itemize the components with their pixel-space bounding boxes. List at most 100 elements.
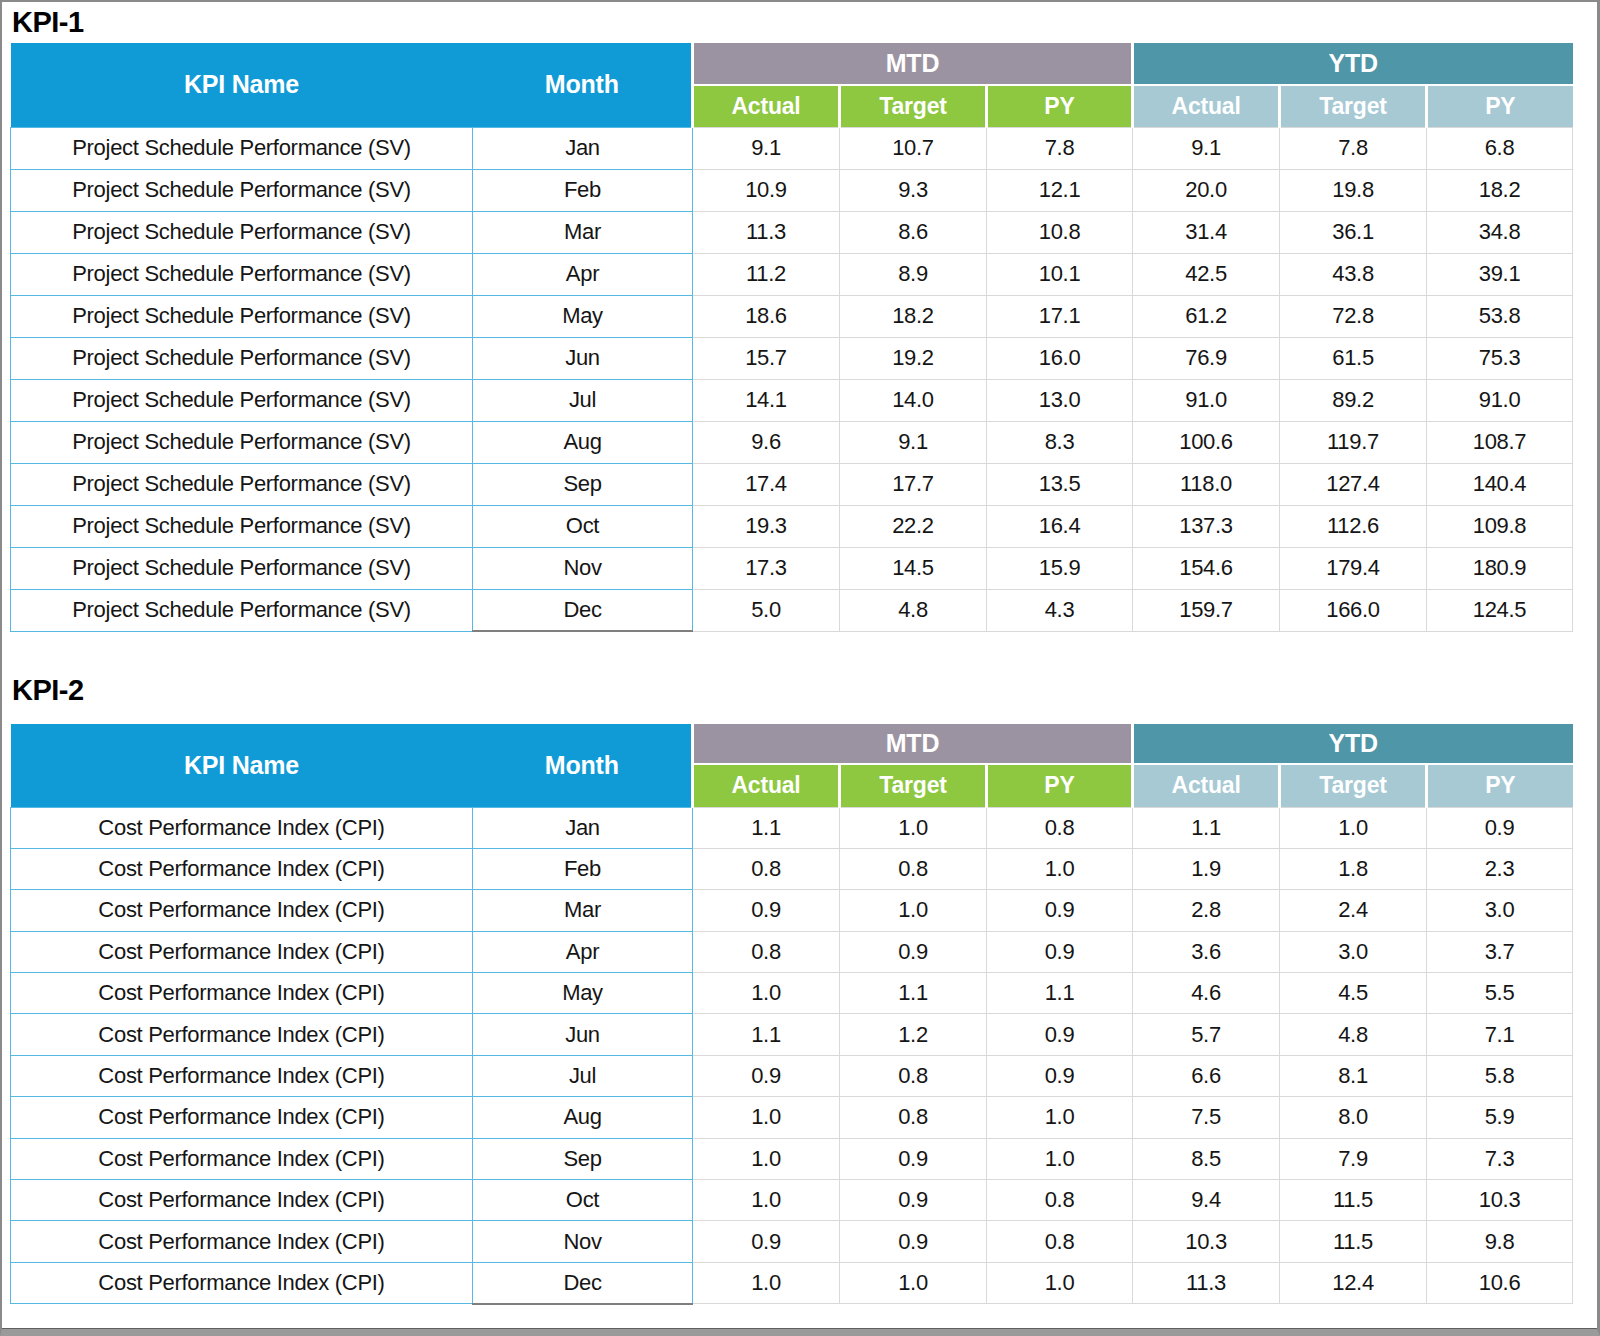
value-cell[interactable]: 10.3 <box>1427 1180 1573 1221</box>
value-cell[interactable]: 0.8 <box>840 1055 987 1096</box>
kpi-name-cell[interactable]: Cost Performance Index (CPI) <box>11 973 473 1014</box>
value-cell[interactable]: 0.8 <box>987 1221 1133 1262</box>
value-cell[interactable]: 36.1 <box>1280 211 1427 253</box>
value-cell[interactable]: 19.3 <box>693 505 840 547</box>
month-cell[interactable]: Jun <box>473 1014 693 1055</box>
month-cell[interactable]: May <box>473 973 693 1014</box>
month-cell[interactable]: Nov <box>473 1221 693 1262</box>
month-cell[interactable]: Oct <box>473 505 693 547</box>
value-cell[interactable]: 11.3 <box>693 211 840 253</box>
value-cell[interactable]: 0.9 <box>840 1180 987 1221</box>
month-cell[interactable]: Dec <box>473 1262 693 1303</box>
value-cell[interactable]: 10.6 <box>1427 1262 1573 1303</box>
value-cell[interactable]: 0.8 <box>987 1180 1133 1221</box>
value-cell[interactable]: 17.3 <box>693 547 840 589</box>
ytd-py-header[interactable]: PY <box>1427 764 1573 807</box>
month-header[interactable]: Month <box>473 43 693 127</box>
value-cell[interactable]: 8.6 <box>840 211 987 253</box>
value-cell[interactable]: 1.1 <box>987 973 1133 1014</box>
kpi-name-header[interactable]: KPI Name <box>11 43 473 127</box>
value-cell[interactable]: 0.8 <box>840 1097 987 1138</box>
value-cell[interactable]: 7.5 <box>1133 1097 1280 1138</box>
value-cell[interactable]: 112.6 <box>1280 505 1427 547</box>
value-cell[interactable]: 9.8 <box>1427 1221 1573 1262</box>
value-cell[interactable]: 1.9 <box>1133 848 1280 889</box>
value-cell[interactable]: 2.3 <box>1427 848 1573 889</box>
value-cell[interactable]: 17.4 <box>693 463 840 505</box>
mtd-target-header[interactable]: Target <box>840 85 987 127</box>
mtd-group-header[interactable]: MTD <box>693 43 1133 85</box>
value-cell[interactable]: 61.2 <box>1133 295 1280 337</box>
value-cell[interactable]: 0.9 <box>693 890 840 931</box>
value-cell[interactable]: 5.5 <box>1427 973 1573 1014</box>
value-cell[interactable]: 9.6 <box>693 421 840 463</box>
mtd-group-header[interactable]: MTD <box>693 724 1133 764</box>
kpi-name-cell[interactable]: Cost Performance Index (CPI) <box>11 1097 473 1138</box>
value-cell[interactable]: 0.9 <box>840 931 987 972</box>
value-cell[interactable]: 12.4 <box>1280 1262 1427 1303</box>
value-cell[interactable]: 7.1 <box>1427 1014 1573 1055</box>
value-cell[interactable]: 137.3 <box>1133 505 1280 547</box>
value-cell[interactable]: 8.5 <box>1133 1138 1280 1179</box>
value-cell[interactable]: 31.4 <box>1133 211 1280 253</box>
value-cell[interactable]: 91.0 <box>1427 379 1573 421</box>
value-cell[interactable]: 14.5 <box>840 547 987 589</box>
kpi-name-cell[interactable]: Cost Performance Index (CPI) <box>11 1262 473 1303</box>
month-cell[interactable]: Mar <box>473 890 693 931</box>
kpi-name-cell[interactable]: Cost Performance Index (CPI) <box>11 890 473 931</box>
value-cell[interactable]: 154.6 <box>1133 547 1280 589</box>
value-cell[interactable]: 16.0 <box>987 337 1133 379</box>
value-cell[interactable]: 0.8 <box>693 931 840 972</box>
month-cell[interactable]: Jan <box>473 807 693 848</box>
value-cell[interactable]: 0.9 <box>987 890 1133 931</box>
value-cell[interactable]: 10.9 <box>693 169 840 211</box>
value-cell[interactable]: 100.6 <box>1133 421 1280 463</box>
kpi-name-cell[interactable]: Cost Performance Index (CPI) <box>11 1014 473 1055</box>
ytd-group-header[interactable]: YTD <box>1133 724 1573 764</box>
value-cell[interactable]: 20.0 <box>1133 169 1280 211</box>
value-cell[interactable]: 1.0 <box>840 807 987 848</box>
value-cell[interactable]: 91.0 <box>1133 379 1280 421</box>
value-cell[interactable]: 10.8 <box>987 211 1133 253</box>
kpi-name-cell[interactable]: Project Schedule Performance (SV) <box>11 295 473 337</box>
value-cell[interactable]: 39.1 <box>1427 253 1573 295</box>
value-cell[interactable]: 42.5 <box>1133 253 1280 295</box>
kpi-name-cell[interactable]: Project Schedule Performance (SV) <box>11 505 473 547</box>
value-cell[interactable]: 10.3 <box>1133 1221 1280 1262</box>
value-cell[interactable]: 3.0 <box>1280 931 1427 972</box>
kpi-name-cell[interactable]: Project Schedule Performance (SV) <box>11 421 473 463</box>
value-cell[interactable]: 4.6 <box>1133 973 1280 1014</box>
value-cell[interactable]: 0.8 <box>693 848 840 889</box>
value-cell[interactable]: 9.4 <box>1133 1180 1280 1221</box>
value-cell[interactable]: 12.1 <box>987 169 1133 211</box>
mtd-actual-header[interactable]: Actual <box>693 85 840 127</box>
value-cell[interactable]: 179.4 <box>1280 547 1427 589</box>
month-cell[interactable]: Mar <box>473 211 693 253</box>
kpi-name-cell[interactable]: Cost Performance Index (CPI) <box>11 848 473 889</box>
kpi-name-cell[interactable]: Project Schedule Performance (SV) <box>11 547 473 589</box>
value-cell[interactable]: 22.2 <box>840 505 987 547</box>
value-cell[interactable]: 0.8 <box>987 807 1133 848</box>
kpi-name-header[interactable]: KPI Name <box>11 724 473 807</box>
value-cell[interactable]: 13.5 <box>987 463 1133 505</box>
value-cell[interactable]: 15.9 <box>987 547 1133 589</box>
value-cell[interactable]: 0.8 <box>840 848 987 889</box>
value-cell[interactable]: 15.7 <box>693 337 840 379</box>
value-cell[interactable]: 1.0 <box>840 1262 987 1303</box>
value-cell[interactable]: 6.8 <box>1427 127 1573 169</box>
value-cell[interactable]: 1.1 <box>1133 807 1280 848</box>
kpi-name-cell[interactable]: Cost Performance Index (CPI) <box>11 807 473 848</box>
month-cell[interactable]: Aug <box>473 1097 693 1138</box>
value-cell[interactable]: 3.0 <box>1427 890 1573 931</box>
mtd-actual-header[interactable]: Actual <box>693 764 840 807</box>
mtd-py-header[interactable]: PY <box>987 764 1133 807</box>
value-cell[interactable]: 8.3 <box>987 421 1133 463</box>
mtd-target-header[interactable]: Target <box>840 764 987 807</box>
value-cell[interactable]: 1.2 <box>840 1014 987 1055</box>
month-cell[interactable]: Nov <box>473 547 693 589</box>
value-cell[interactable]: 9.1 <box>840 421 987 463</box>
kpi-name-cell[interactable]: Project Schedule Performance (SV) <box>11 211 473 253</box>
value-cell[interactable]: 89.2 <box>1280 379 1427 421</box>
value-cell[interactable]: 1.0 <box>693 1097 840 1138</box>
value-cell[interactable]: 18.2 <box>1427 169 1573 211</box>
